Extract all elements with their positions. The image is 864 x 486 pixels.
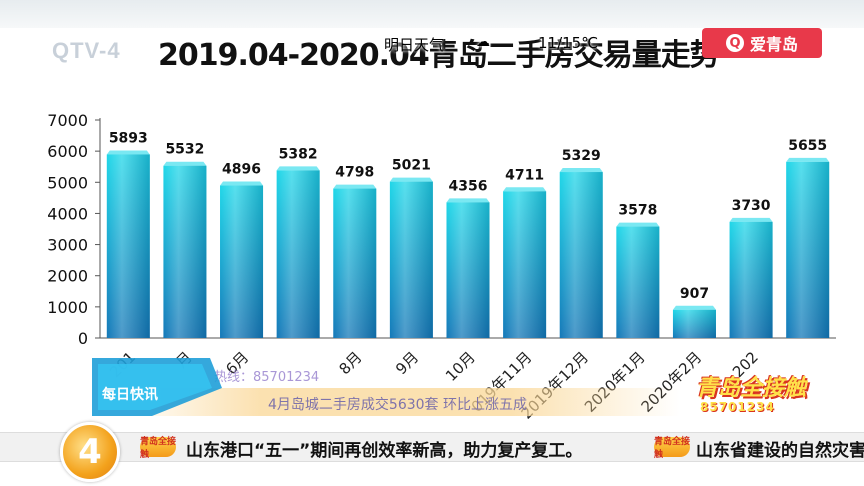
cloud-icon: ☁ [476, 34, 490, 50]
brand-badge: Q 爱青岛 [702, 28, 822, 58]
bar-value-label: 5021 [392, 158, 431, 174]
bar-value-label: 3730 [732, 198, 771, 214]
bar-top-face [106, 150, 150, 155]
bar-shading [276, 170, 320, 338]
bar-top-face [729, 217, 773, 222]
chart-title: 2019.04-2020.04青岛二手房交易量走势 [158, 38, 720, 73]
y-tick-label: 5000 [47, 173, 88, 192]
bottom-ticker-text-2: 山东省建设的自然灾害 [696, 441, 864, 461]
mid-ticker-band [120, 388, 680, 416]
hotline-text: 热线：85701234 [214, 370, 320, 385]
y-tick-label: 3000 [47, 236, 88, 255]
brand-q-icon: Q [725, 34, 744, 52]
bar-shading [729, 221, 773, 338]
bar-value-label: 4711 [505, 167, 544, 183]
flash-label: 每日快讯 [102, 387, 158, 403]
bar-shading [389, 181, 433, 338]
weather-temp: 11/15℃ [538, 34, 599, 52]
y-tick-label: 6000 [47, 142, 88, 161]
bar-value-label: 3578 [618, 203, 657, 219]
bar-top-face [559, 168, 603, 173]
bar-shading [220, 185, 264, 338]
show-badge-left: 青岛全接触 [140, 437, 177, 460]
channel-number-badge: 4 [60, 422, 120, 482]
bar-shading [503, 191, 547, 338]
bar-value-label: 5532 [165, 142, 204, 158]
bar-value-label: 5893 [109, 130, 148, 146]
bar-value-label: 4356 [449, 178, 488, 194]
bar-top-face [503, 187, 547, 192]
bar-value-label: 5329 [562, 148, 601, 164]
bar-top-face [333, 184, 377, 189]
bottom-ticker-text-1: 山东港口“五一”期间再创效率新高，助力复产复工。 [186, 441, 583, 461]
bar-top-face [446, 198, 490, 203]
bar-top-face [616, 222, 660, 227]
show-logo: 青岛全接触 [696, 376, 807, 401]
bar-top-face [389, 177, 433, 182]
bar-top-face [672, 305, 716, 310]
bar-shading [106, 154, 150, 338]
bar-shading [446, 202, 490, 338]
y-tick-label: 4000 [47, 204, 88, 223]
flash-tag-shape [92, 358, 222, 416]
bar-shading [559, 172, 603, 338]
bar-value-label: 4896 [222, 162, 261, 178]
mid-ticker-text: 4月岛城二手房成交5630套 环比上涨五成 [268, 397, 527, 413]
bar-shading [616, 226, 660, 338]
brand-name: 爱青岛 [749, 35, 798, 54]
bar-value-label: 4798 [335, 165, 374, 181]
bar-shading [672, 309, 716, 338]
weather-label: 明日天气 [384, 36, 445, 54]
bar-value-label: 907 [680, 286, 709, 302]
channel-logo: QTV-4 [52, 38, 121, 63]
y-tick-label: 2000 [47, 267, 88, 286]
bar-value-label: 5382 [279, 146, 318, 162]
top-bar [0, 0, 864, 28]
bar-top-face [786, 157, 830, 162]
show-badge-right: 青岛全接触 [654, 437, 691, 460]
bar-value-label: 5655 [788, 138, 827, 154]
y-tick-label: 1000 [47, 298, 88, 317]
bar-top-face [163, 161, 207, 166]
show-phone: 85701234 [700, 400, 775, 414]
y-tick-label: 7000 [47, 111, 88, 130]
bar-shading [786, 161, 830, 338]
bar-top-face [276, 166, 320, 171]
bar-top-face [220, 181, 264, 186]
bar-shading [333, 188, 377, 338]
y-tick-label: 0 [78, 329, 88, 348]
bar-shading [163, 165, 207, 338]
